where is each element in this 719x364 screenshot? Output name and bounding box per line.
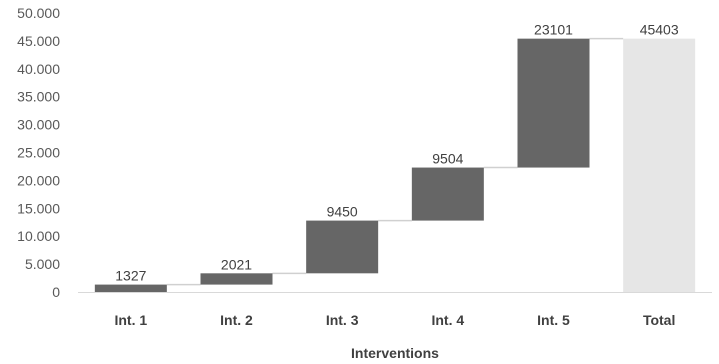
x-axis-title: Interventions	[351, 345, 439, 361]
y-tick-label: 0	[52, 284, 60, 300]
y-tick-label: 30.000	[17, 117, 60, 133]
bar	[411, 167, 484, 221]
y-tick-label: 35.000	[17, 89, 60, 105]
bar	[200, 273, 273, 285]
y-tick-label: 45.000	[17, 33, 60, 49]
category-label: Int. 3	[326, 312, 359, 328]
bar	[517, 38, 590, 168]
data-label: 9450	[327, 204, 358, 220]
x-axis: Int. 1 Int. 2 Int. 3 Int. 4 Int. 5 Total	[114, 312, 675, 328]
data-label: 9504	[432, 151, 463, 167]
data-label: 2021	[221, 256, 252, 272]
y-tick-label: 10.000	[17, 228, 60, 244]
y-axis: 0 5.000 10.000 15.000 20.000 25.000 30.000 35.0…	[17, 5, 60, 300]
data-label: 23101	[534, 22, 573, 38]
y-tick-label: 15.000	[17, 200, 60, 216]
y-tick-label: 50.000	[17, 5, 60, 21]
y-tick-label: 20.000	[17, 172, 60, 188]
category-label: Int. 5	[537, 312, 570, 328]
bar	[94, 284, 167, 292]
data-label: 45403	[640, 22, 679, 38]
y-tick-label: 40.000	[17, 61, 60, 77]
data-labels: 1327 2021 9450 9504 23101 45403	[115, 22, 679, 284]
bars	[94, 38, 696, 292]
connector-lines	[166, 37, 624, 286]
category-label: Int. 1	[114, 312, 147, 328]
total-bar	[623, 38, 696, 292]
y-tick-label: 25.000	[17, 145, 60, 161]
category-label: Int. 2	[220, 312, 253, 328]
category-label: Int. 4	[431, 312, 464, 328]
category-label: Total	[643, 312, 675, 328]
bar	[306, 220, 379, 274]
y-tick-label: 5.000	[25, 256, 60, 272]
data-label: 1327	[115, 268, 146, 284]
